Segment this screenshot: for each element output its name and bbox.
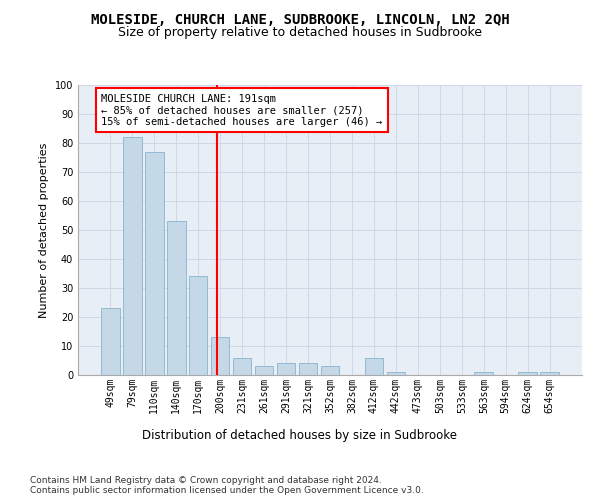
Bar [386, 372, 405, 375]
Bar [167, 222, 185, 375]
Bar [233, 358, 251, 375]
Y-axis label: Number of detached properties: Number of detached properties [39, 142, 49, 318]
Bar [320, 366, 340, 375]
Bar [189, 276, 208, 375]
Bar [365, 358, 383, 375]
Bar [299, 364, 317, 375]
Bar [475, 372, 493, 375]
Bar [123, 137, 142, 375]
Bar [211, 338, 229, 375]
Bar [277, 364, 295, 375]
Bar [541, 372, 559, 375]
Bar [518, 372, 537, 375]
Text: Contains HM Land Registry data © Crown copyright and database right 2024.
Contai: Contains HM Land Registry data © Crown c… [30, 476, 424, 495]
Bar [145, 152, 164, 375]
Bar [255, 366, 274, 375]
Text: MOLESIDE CHURCH LANE: 191sqm
← 85% of detached houses are smaller (257)
15% of s: MOLESIDE CHURCH LANE: 191sqm ← 85% of de… [101, 94, 383, 127]
Text: Size of property relative to detached houses in Sudbrooke: Size of property relative to detached ho… [118, 26, 482, 39]
Bar [101, 308, 119, 375]
Text: Distribution of detached houses by size in Sudbrooke: Distribution of detached houses by size … [143, 428, 458, 442]
Text: MOLESIDE, CHURCH LANE, SUDBROOKE, LINCOLN, LN2 2QH: MOLESIDE, CHURCH LANE, SUDBROOKE, LINCOL… [91, 12, 509, 26]
